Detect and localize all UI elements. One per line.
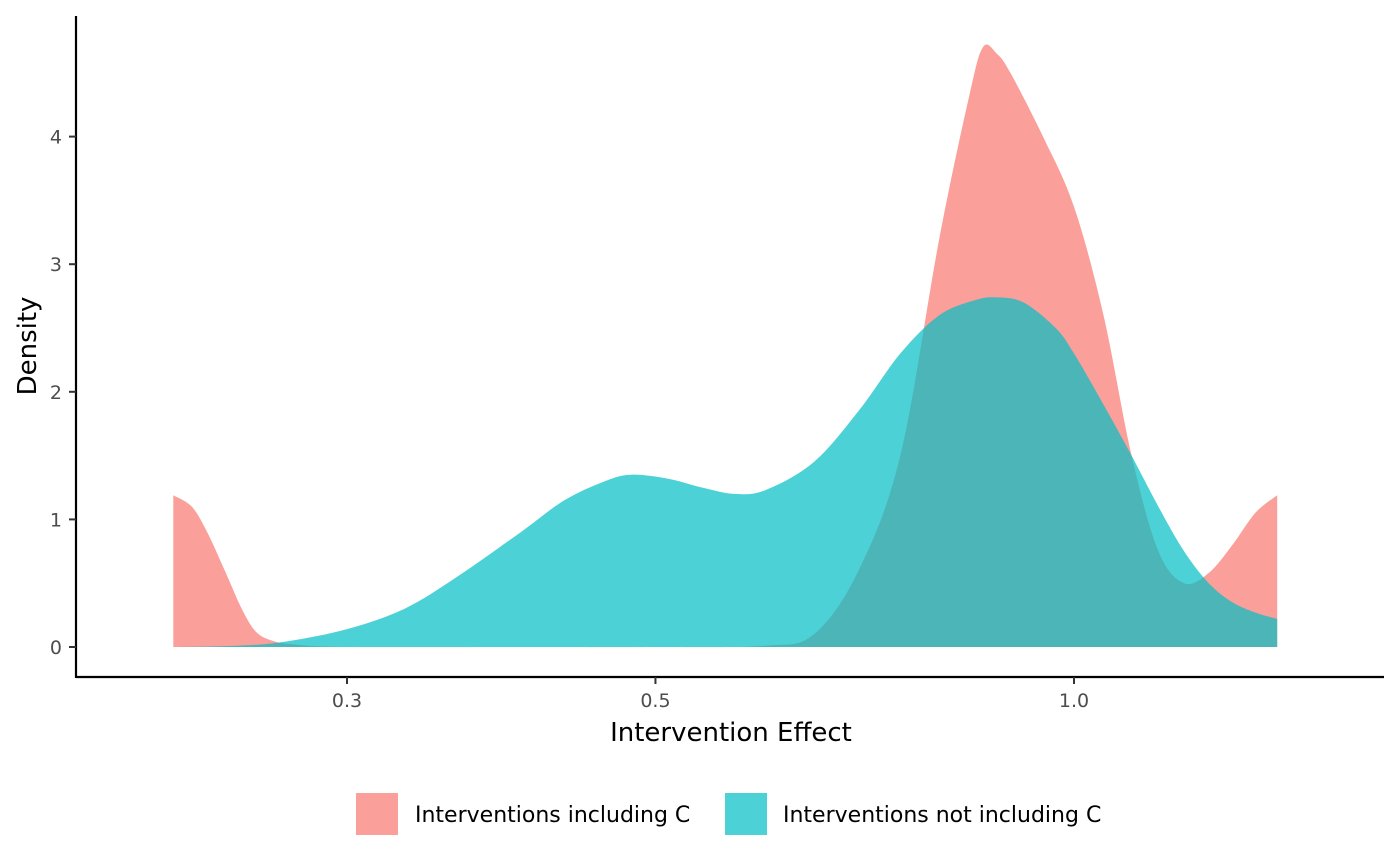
y-tick-label: 4: [50, 127, 62, 149]
y-tick-label: 2: [50, 382, 62, 404]
y-tick-label: 3: [50, 254, 62, 276]
legend: Interventions including C Interventions n…: [356, 793, 1101, 835]
legend-key-2: [725, 793, 767, 835]
x-tick-label: 0.3: [332, 690, 362, 712]
density-areas: [173, 44, 1278, 648]
legend-label-1: Interventions including C: [415, 803, 690, 828]
y-tick-label: 1: [50, 509, 62, 531]
density-area-2: [173, 297, 1278, 647]
x-tick-label: 0.5: [640, 690, 670, 712]
legend-label-2: Interventions not including C: [783, 803, 1101, 828]
x-axis-title: Intervention Effect: [610, 718, 852, 748]
x-tick-label: 1.0: [1059, 690, 1089, 712]
legend-key-1: [356, 793, 398, 835]
x-axis-ticks: 0.3 0.5 1.0: [332, 677, 1089, 712]
y-axis-ticks: 0 1 2 3 4: [50, 127, 76, 659]
y-tick-label: 0: [50, 637, 62, 659]
y-axis-title: Density: [13, 297, 43, 396]
